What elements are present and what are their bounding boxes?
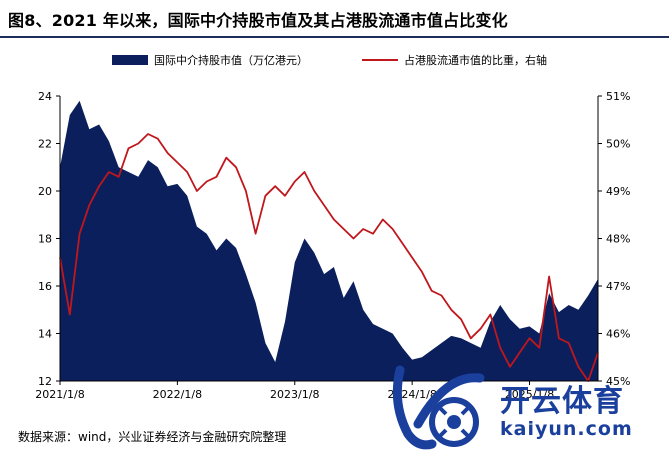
right-tick-label: 47% — [606, 280, 630, 293]
watermark: 开云体育 kaiyun.com — [388, 362, 663, 454]
series-line-share-of-float — [59, 133, 599, 382]
left-tick-label: 24 — [38, 90, 52, 103]
x-tick-label: 2022/1/8 — [153, 388, 202, 401]
right-tick-label: 51% — [606, 90, 630, 103]
legend-swatch-area — [112, 55, 148, 65]
left-tick-label: 22 — [38, 138, 52, 151]
legend-label-area: 国际中介持股市值（万亿港元） — [154, 54, 308, 67]
watermark-logo-icon — [392, 365, 485, 450]
legend-label-line: 占港股流通市值的比重，右轴 — [404, 54, 547, 67]
right-tick-label: 45% — [606, 375, 630, 388]
right-tick-label: 49% — [606, 185, 630, 198]
left-tick-label: 12 — [38, 375, 52, 388]
title-bar: 图8、2021 年以来，国际中介持股市值及其占港股流通市值占比变化 — [0, 0, 669, 38]
right-tick-label: 48% — [606, 233, 630, 246]
source-note: 数据来源：wind，兴业证券经济与金融研究院整理 — [18, 430, 287, 444]
left-tick-label: 18 — [38, 233, 52, 246]
x-tick-label: 2025/1/8 — [505, 388, 554, 401]
left-tick-label: 20 — [38, 185, 52, 198]
x-tick-label: 2021/1/8 — [35, 388, 84, 401]
series-area-intermediary-holdings — [60, 100, 598, 382]
legend-item-line: 占港股流通市值的比重，右轴 — [362, 52, 547, 68]
watermark-url: kaiyun.com — [500, 418, 633, 440]
legend-item-area: 国际中介持股市值（万亿港元） — [112, 52, 308, 68]
right-tick-label: 50% — [606, 138, 630, 151]
left-tick-label: 14 — [38, 328, 52, 341]
right-tick-label: 46% — [606, 328, 630, 341]
watermark-brand: 开云体育 — [500, 384, 624, 419]
legend: 国际中介持股市值（万亿港元） 占港股流通市值的比重，右轴 — [0, 52, 669, 72]
legend-swatch-line — [362, 59, 398, 61]
x-tick-label: 2023/1/8 — [270, 388, 319, 401]
chart-title: 图8、2021 年以来，国际中介持股市值及其占港股流通市值占比变化 — [8, 11, 508, 30]
left-tick-label: 16 — [38, 280, 52, 293]
